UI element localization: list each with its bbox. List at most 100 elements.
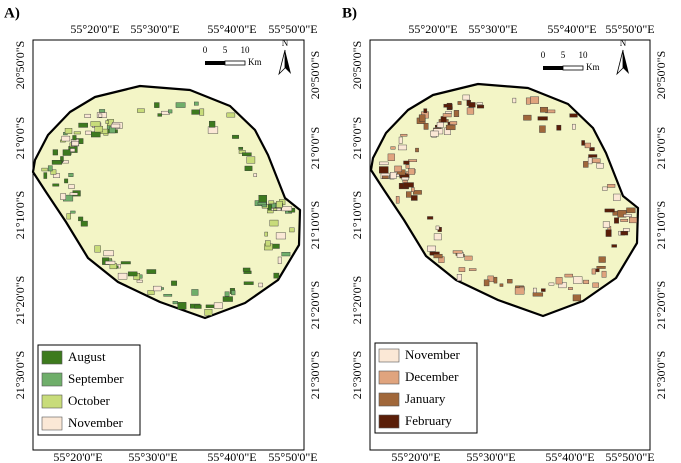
latitude-label: 20°50'0"S xyxy=(350,41,364,90)
crop-patch xyxy=(411,187,415,192)
north-arrow xyxy=(285,50,291,74)
longitude-label: 55°30'0"E xyxy=(128,450,177,463)
legend-swatch xyxy=(378,414,400,429)
crop-patch xyxy=(147,290,155,295)
crop-patch xyxy=(402,180,408,183)
crop-patch xyxy=(487,275,494,283)
longitude-label: 55°40'0"E xyxy=(207,22,256,36)
crop-patch xyxy=(246,156,256,164)
scale-label: 5 xyxy=(223,45,228,55)
crop-patch xyxy=(620,231,629,236)
crop-patch xyxy=(430,130,439,137)
crop-patch xyxy=(623,214,632,217)
crop-patch xyxy=(275,232,286,240)
crop-patch xyxy=(604,208,615,213)
crop-patch xyxy=(277,256,282,264)
crop-patch xyxy=(62,160,69,164)
crop-patch xyxy=(556,124,562,131)
legend-label: October xyxy=(68,393,111,408)
crop-patch xyxy=(468,102,476,108)
crop-patch xyxy=(629,217,638,224)
scale-bar xyxy=(224,60,246,66)
latitude-label: 21°30'0"S xyxy=(350,351,364,400)
crop-patch xyxy=(257,202,267,206)
crop-patch xyxy=(232,134,239,139)
crop-patch xyxy=(199,108,205,116)
crop-patch xyxy=(413,190,422,195)
crop-patch xyxy=(583,279,590,284)
latitude-label: 21°10'0"S xyxy=(350,191,364,240)
crop-patch xyxy=(596,163,604,169)
crop-patch xyxy=(136,279,143,283)
crop-patch xyxy=(588,154,598,158)
crop-patch xyxy=(464,255,473,261)
crop-patch xyxy=(400,133,408,137)
latitude-label: 21°0'0"S xyxy=(13,117,27,160)
crop-patch xyxy=(117,272,128,280)
crop-patch xyxy=(613,193,621,201)
crop-patch xyxy=(583,161,589,168)
crop-patch xyxy=(405,164,410,169)
crop-patch xyxy=(157,113,162,117)
crop-patch xyxy=(273,208,278,211)
legend-swatch xyxy=(41,372,63,387)
crop-patch xyxy=(423,122,429,130)
panel-label: A) xyxy=(4,5,20,21)
crop-patch xyxy=(427,216,434,220)
crop-patch xyxy=(242,267,251,272)
crop-patch xyxy=(64,178,69,184)
crop-patch xyxy=(390,146,396,150)
latitude-label: 21°20'0"S xyxy=(13,276,27,325)
crop-patch xyxy=(598,256,606,263)
crop-patch xyxy=(120,261,131,265)
latitude-label: 21°10'0"S xyxy=(654,201,668,250)
crop-patch xyxy=(398,144,407,151)
crop-patch xyxy=(558,282,567,289)
crop-patch xyxy=(395,196,400,204)
map-frame xyxy=(32,39,305,451)
legend-label: August xyxy=(68,349,106,364)
crop-patch xyxy=(70,210,76,214)
crop-patch xyxy=(78,122,88,128)
crop-patch xyxy=(462,94,470,101)
crop-patch xyxy=(596,266,606,269)
crop-patch xyxy=(177,302,187,310)
crop-patch xyxy=(191,289,199,296)
longitude-label: 55°50'0"E xyxy=(605,450,654,463)
latitude-label: 21°30'0"S xyxy=(308,351,322,400)
scale-label: 10 xyxy=(579,50,589,60)
crop-patch xyxy=(71,140,79,147)
crop-patch xyxy=(265,240,271,247)
crop-patch xyxy=(52,183,60,187)
crop-patch xyxy=(623,228,630,232)
longitude-label: 55°20'0"E xyxy=(391,450,440,463)
crop-patch xyxy=(555,277,563,285)
scale-label: 0 xyxy=(541,50,546,60)
crop-patch xyxy=(98,113,103,118)
crop-patch xyxy=(602,221,610,228)
crop-patch xyxy=(213,302,223,309)
latitude-label: 20°50'0"S xyxy=(308,51,322,100)
longitude-label: 55°30'0"E xyxy=(466,450,515,463)
scale-label: 10 xyxy=(241,45,251,55)
crop-patch xyxy=(410,195,418,201)
crop-patch xyxy=(548,282,555,286)
crop-patch xyxy=(43,172,48,179)
crop-patch xyxy=(146,269,157,274)
legend-label: November xyxy=(68,415,124,430)
crop-patch xyxy=(602,186,608,191)
scale-bar xyxy=(543,66,563,70)
crop-patch xyxy=(440,116,447,123)
legend-swatch xyxy=(378,370,400,385)
legend-label: January xyxy=(405,391,446,406)
crop-patch xyxy=(537,116,548,121)
crop-patch xyxy=(433,233,442,241)
crop-patch xyxy=(626,207,636,214)
crop-patch xyxy=(80,220,88,227)
crop-patch xyxy=(194,101,199,106)
legend-swatch xyxy=(378,348,400,363)
crop-patch xyxy=(175,102,186,108)
crop-patch xyxy=(477,104,485,109)
crop-patch xyxy=(72,135,77,141)
